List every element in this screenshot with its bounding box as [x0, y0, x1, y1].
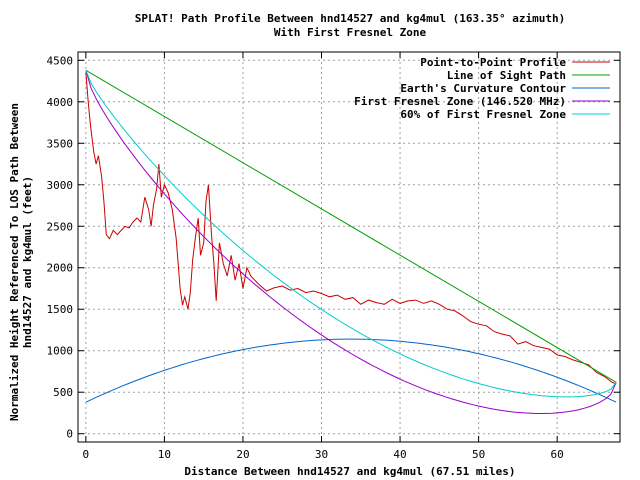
y-tick-label: 2000: [47, 262, 74, 275]
y-tick-label: 500: [53, 386, 73, 399]
y-tick-label: 3000: [47, 179, 74, 192]
series-group: [85, 69, 617, 414]
y-tick-label: 2500: [47, 220, 74, 233]
chart-title: SPLAT! Path Profile Between hnd14527 and…: [135, 12, 565, 25]
grid-lines: [78, 52, 620, 442]
legend-label: Point-to-Point Profile: [420, 56, 566, 69]
x-tick-label: 0: [83, 448, 90, 461]
y-tick-label: 1000: [47, 345, 74, 358]
plot-frame: [77, 51, 621, 443]
y-axis-label-line2: hnd14527 and kg4mul (feet): [21, 176, 34, 348]
terrain-profile-line: [85, 72, 617, 385]
legend-label: Earth's Curvature Contour: [400, 82, 566, 95]
earth-curvature-line: [85, 338, 617, 403]
first-fresnel-zone-line: [85, 70, 617, 414]
legend-label: First Fresnel Zone (146.520 MHz): [354, 95, 566, 108]
x-tick-label: 50: [472, 448, 485, 461]
y-tick-label: 0: [66, 428, 73, 441]
sixty-percent-fresnel-line: [85, 70, 617, 398]
y-tick-label: 4000: [47, 96, 74, 109]
y-tick-label: 4500: [47, 54, 74, 67]
x-tick-label: 60: [551, 448, 564, 461]
x-tick-label: 10: [158, 448, 171, 461]
x-tick-label: 40: [393, 448, 406, 461]
line-of-sight-line: [85, 69, 617, 383]
x-axis-label: Distance Between hnd14527 and kg4mul (67…: [184, 465, 515, 478]
y-axis-label-line1: Normalized Height Referenced To LOS Path…: [8, 103, 21, 421]
y-tick-label: 3500: [47, 137, 74, 150]
chart-subtitle: With First Fresnel Zone: [274, 26, 427, 39]
x-tick-label: 20: [236, 448, 249, 461]
legend-label: 60% of First Fresnel Zone: [400, 108, 566, 121]
legend-label: Line of Sight Path: [447, 69, 566, 82]
x-tick-label: 30: [315, 448, 328, 461]
y-tick-label: 1500: [47, 303, 74, 316]
tick-marks: 0 10 20 30 40 50 60 0 500 1000 1500 2000 2500 3000 350…: [47, 52, 620, 461]
